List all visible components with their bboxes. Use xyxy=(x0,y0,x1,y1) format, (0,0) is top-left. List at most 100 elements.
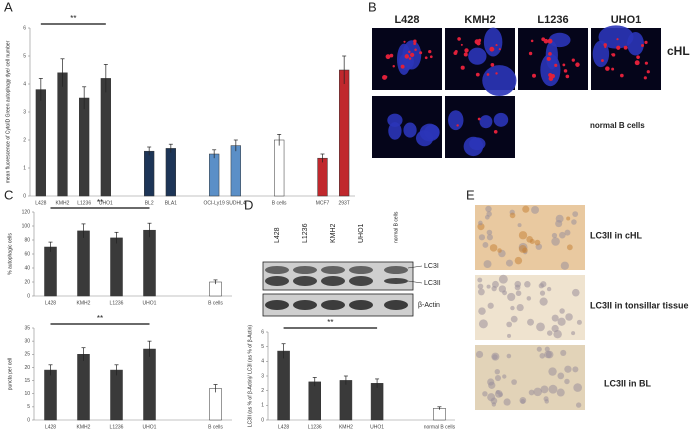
significance-label: ** xyxy=(97,198,103,207)
error-bar xyxy=(281,343,286,359)
error-bar xyxy=(277,134,282,146)
x-tick-label: BLA1 xyxy=(165,200,177,206)
image-label: LC3II in cHL xyxy=(590,230,643,240)
cell xyxy=(511,379,517,385)
band xyxy=(293,266,317,274)
cell xyxy=(551,232,558,239)
band xyxy=(384,266,408,274)
lane-label: L428 xyxy=(274,227,281,243)
x-tick-label: KMH2 xyxy=(77,424,91,430)
error-bar xyxy=(82,86,87,110)
puncta xyxy=(620,73,624,78)
cell xyxy=(518,245,527,253)
puncta xyxy=(548,52,552,56)
puncta xyxy=(616,45,621,50)
cell xyxy=(516,303,524,312)
column-label: UHO1 xyxy=(611,14,642,26)
puncta xyxy=(477,117,481,121)
cell xyxy=(548,367,557,376)
pointer xyxy=(407,265,423,269)
puncta xyxy=(453,51,458,55)
bar xyxy=(209,388,222,421)
x-tick-label: KMH2 xyxy=(77,300,91,306)
puncta xyxy=(634,60,640,66)
x-tick-label: MCF7 xyxy=(316,200,330,206)
significance-label: ** xyxy=(70,14,76,23)
cell xyxy=(572,366,579,373)
puncta xyxy=(460,65,465,70)
y-tick-label: 80 xyxy=(24,237,30,243)
error-bar xyxy=(233,139,238,152)
cell xyxy=(566,216,571,221)
x-tick-label: UHO1 xyxy=(99,200,113,206)
band xyxy=(384,300,408,310)
band xyxy=(349,276,373,286)
y-tick-label: 60 xyxy=(24,251,30,257)
band xyxy=(321,266,345,274)
y-tick-label: 1 xyxy=(23,165,26,171)
image-label: LC3II in tonsillar tissue xyxy=(590,300,689,310)
cell xyxy=(575,402,582,408)
band xyxy=(293,276,317,286)
puncta xyxy=(611,67,615,71)
ihc-image xyxy=(475,274,585,340)
y-tick-label: 20 xyxy=(24,279,30,285)
puncta xyxy=(384,75,388,79)
error-bar xyxy=(343,375,348,385)
cell xyxy=(551,314,559,322)
puncta xyxy=(563,69,568,73)
cell xyxy=(507,292,516,302)
panel-label: D xyxy=(244,197,253,212)
band xyxy=(321,300,345,310)
cell xyxy=(573,383,582,392)
cell xyxy=(520,399,526,404)
error-bar xyxy=(114,231,119,244)
cell xyxy=(536,346,542,352)
puncta xyxy=(643,76,647,80)
y-tick-label: 10 xyxy=(24,391,30,397)
cell xyxy=(565,313,573,321)
cell xyxy=(556,388,565,397)
cell xyxy=(487,393,496,402)
micrograph xyxy=(445,96,515,158)
error-bar xyxy=(213,384,218,393)
puncta xyxy=(495,72,498,75)
band xyxy=(293,300,317,310)
error-bar xyxy=(48,364,53,376)
nucleus xyxy=(448,110,464,131)
error-bar xyxy=(38,78,43,101)
x-tick-label: KMH2 xyxy=(56,200,70,206)
cell xyxy=(559,231,566,239)
band xyxy=(265,300,289,310)
y-tick-label: 4 xyxy=(23,81,26,87)
bar xyxy=(144,150,155,197)
nucleus xyxy=(540,53,561,87)
column-label: L1236 xyxy=(537,14,568,26)
panel-label: A xyxy=(4,0,13,14)
cell xyxy=(514,256,523,265)
x-tick-label: L1236 xyxy=(110,300,124,306)
bar xyxy=(57,72,68,197)
puncta xyxy=(424,56,428,60)
lane-label: L1236 xyxy=(302,223,309,243)
puncta xyxy=(640,43,645,48)
puncta xyxy=(486,73,490,76)
cell xyxy=(576,319,582,325)
error-bar xyxy=(168,143,173,153)
y-tick-label: 2 xyxy=(23,137,26,143)
puncta xyxy=(404,54,410,59)
micrograph xyxy=(445,27,517,97)
cell xyxy=(515,290,522,297)
band xyxy=(384,278,408,284)
error-bar xyxy=(437,406,442,410)
cell xyxy=(518,231,528,240)
puncta xyxy=(419,51,423,55)
cell xyxy=(543,396,549,402)
cell xyxy=(486,284,491,289)
cell xyxy=(477,277,483,283)
puncta xyxy=(576,64,579,67)
y-tick-label: 5 xyxy=(261,344,264,350)
cell xyxy=(514,284,521,291)
y-tick-label: 30 xyxy=(24,338,30,344)
y-axis-label: LC3II (as % of β-Actin)/ LC3I (as % of β… xyxy=(247,325,253,428)
